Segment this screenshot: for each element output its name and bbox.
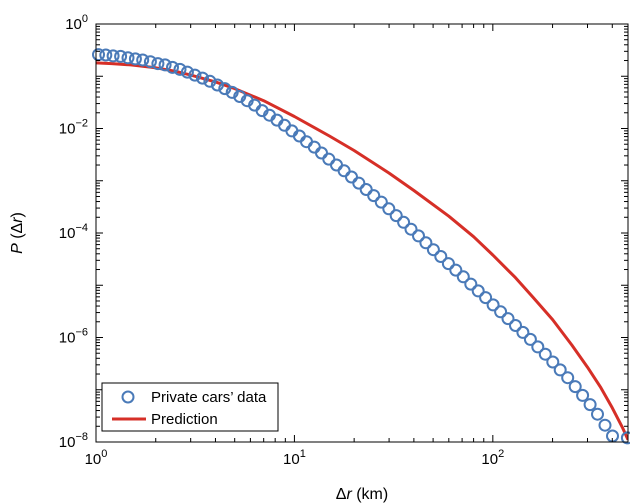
data-point [441, 257, 455, 271]
data-point [494, 305, 508, 319]
data-point [404, 222, 418, 236]
data-point [576, 388, 590, 402]
data-point [196, 71, 209, 85]
y-axis-label: P (Δr) [9, 212, 26, 254]
y-axis-label-var: P [9, 243, 26, 254]
data-point [620, 431, 630, 445]
y-tick-label: 100 [65, 13, 88, 33]
data-point [583, 398, 597, 412]
data-point [553, 363, 567, 377]
x-axis-label-unit: (km) [352, 486, 388, 503]
data-point [151, 57, 165, 71]
data-point [382, 202, 396, 216]
prediction-line [96, 61, 628, 441]
y-tick-label: 10−6 [59, 327, 88, 347]
data-point [509, 319, 522, 332]
data-point [471, 284, 485, 298]
data-point [516, 325, 530, 339]
x-tick-label: 102 [481, 448, 504, 468]
data-point [143, 55, 157, 69]
y-tick-label: 10−8 [59, 431, 88, 451]
data-point [546, 355, 560, 369]
y-axis-label-rest: (Δ [9, 222, 26, 243]
data-point [434, 250, 448, 263]
y-axis-label-close: ) [9, 212, 26, 217]
data-point [501, 312, 515, 326]
data-point [128, 52, 142, 66]
data-point [397, 215, 411, 229]
data-point [419, 236, 433, 250]
data-point [449, 263, 463, 277]
data-point [598, 418, 612, 432]
y-axis-label-var2: r [9, 217, 26, 223]
legend-label-prediction: Prediction [151, 411, 218, 428]
data-point [479, 291, 493, 305]
data-point [591, 407, 604, 421]
data-point [367, 189, 381, 203]
data-point [389, 209, 403, 223]
data-point [210, 78, 224, 92]
data-point [412, 229, 425, 243]
legend-label-data: Private cars’ data [151, 389, 267, 406]
data-point [568, 380, 582, 394]
data-point [203, 74, 217, 88]
data-point [456, 270, 470, 284]
data-point [531, 340, 545, 354]
data-point [114, 49, 128, 63]
data-point [561, 371, 575, 385]
data-point [121, 51, 135, 65]
data-point [464, 277, 478, 291]
data-point [136, 53, 150, 67]
data-point [158, 58, 172, 72]
series-layer [92, 48, 630, 445]
data-point [352, 176, 366, 190]
data-point [166, 60, 179, 74]
data-point [486, 298, 500, 312]
data-point [188, 68, 202, 82]
y-tick-label: 10−4 [59, 222, 88, 242]
x-tick-label: 101 [283, 448, 306, 468]
legend-box [101, 382, 279, 432]
data-point [180, 65, 194, 79]
ticks-layer: 100 101 102 100 10−2 10−4 10−6 10−8 [59, 13, 628, 468]
data-point [538, 347, 552, 361]
data-point [106, 49, 120, 63]
data-point [523, 332, 537, 346]
legend: Private cars’ data Prediction [101, 382, 279, 432]
data-point [374, 195, 388, 209]
data-point [173, 62, 187, 76]
legend-marker-data [121, 390, 135, 404]
x-tick-label: 100 [85, 448, 108, 468]
y-tick-label: 10−2 [59, 118, 88, 138]
x-axis-label-symbol: Δ [336, 486, 347, 503]
x-axis-label-var: r [346, 486, 352, 503]
data-point [99, 48, 113, 62]
data-point [426, 243, 440, 257]
data-point [218, 82, 232, 96]
x-axis-label: Δr (km) [336, 486, 388, 503]
